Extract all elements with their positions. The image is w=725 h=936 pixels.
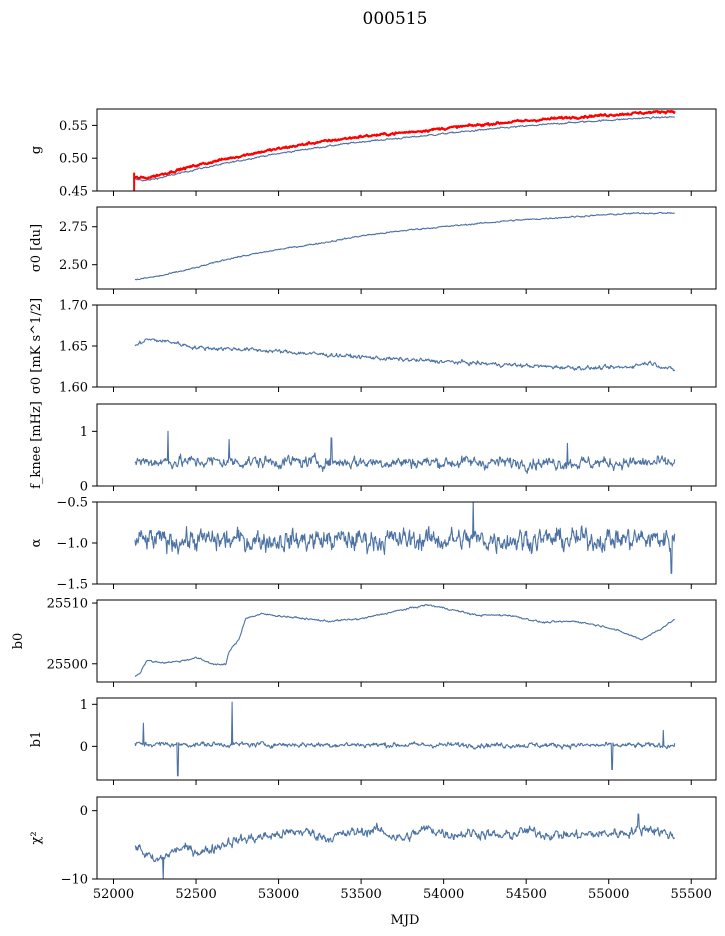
x-tick-label-2: 53000 [258,887,299,902]
y-axis-label-chi2: χ² [29,831,44,844]
y-tick-label-chi2-1: 0 [80,804,88,819]
series-group-sigma0_mk [134,338,676,372]
y-tick-label-sigma0_du-1: 2.75 [59,220,88,235]
y-tick-label-sigma0_mk-1: 1.65 [59,340,88,355]
series-group-sigma0_du [134,211,676,281]
panel-b0: 25500 25510 b0 [11,597,717,687]
y-axis-label-fknee: f_knee [mHz] [29,401,44,489]
y-tick-label-g-1: 0.50 [59,152,88,167]
figure-title: 000515 [363,9,428,29]
y-tick-label-b1-0: 0 [80,740,88,755]
panel-sigma0_mk: 1.60 1.65 1.70 σ0 [mK s^1/2] [29,298,717,396]
x-axis-label: MJD [391,913,420,928]
panel-chi2: −10 0 52000 52500 53000 53500 54000 54500 55000 5… [29,796,717,902]
y-axis-label-sigma0_du: σ0 [du] [29,224,44,272]
y-tick-label-b0-1: 25510 [47,597,88,612]
y-tick-label-sigma0_du-0: 2.50 [59,258,88,273]
series-line-b1-0 [134,701,676,777]
axes-frame-b1 [96,697,717,781]
panel-fknee: 0 1 f_knee [mHz] [29,401,717,495]
axes-frame-sigma0_du [96,206,717,290]
y-tick-label-sigma0_mk-0: 1.60 [59,381,88,396]
series-line-sigma0_mk-0 [134,338,676,372]
series-line-b0-0 [135,603,675,677]
x-tick-label-5: 54500 [505,887,546,902]
y-tick-label-alpha-2: −0.5 [56,496,88,511]
y-axis-label-b0: b0 [11,633,26,650]
axes-frame-sigma0_mk [96,304,717,388]
axes-frame-fknee [96,403,717,487]
y-tick-label-b0-0: 25500 [47,657,88,672]
series-line-alpha-0 [134,502,676,574]
y-axis-label-alpha: α [29,538,44,547]
axes-frame-g [96,108,717,192]
x-tick-label-3: 53500 [340,887,381,902]
series-group-fknee [134,430,676,474]
panel-g: 0.45 0.50 0.55 g [29,108,717,200]
y-tick-label-g-0: 0.45 [59,185,88,200]
x-tick-label-6: 55000 [588,887,629,902]
series-line-sigma0_du-0 [134,211,676,281]
y-tick-label-alpha-0: −1.5 [56,578,88,593]
axes-frame-b0 [96,599,717,683]
y-axis-label-b1: b1 [29,731,44,748]
y-tick-label-g-2: 0.55 [59,119,88,134]
y-tick-label-sigma0_mk-2: 1.70 [59,299,88,314]
series-line-g-0 [133,115,675,182]
y-tick-label-fknee-1: 1 [80,425,88,440]
series-line-fknee-0 [134,430,676,474]
series-group-g [132,109,676,191]
x-tick-label-4: 54000 [423,887,464,902]
series-group-b1 [134,701,676,777]
series-line-g-1 [132,109,676,180]
panel-alpha: −1.5 −1.0 −0.5 α [29,496,717,593]
series-group-chi2 [134,813,676,879]
series-group-alpha [134,502,676,574]
y-tick-label-fknee-0: 0 [80,480,88,495]
y-tick-label-chi2-0: −10 [61,873,88,888]
panel-b1: 0 1 b1 [29,697,717,785]
series-line-chi2-0 [134,813,676,879]
axes-frame-chi2 [96,796,717,880]
x-tick-label-7: 55500 [671,887,712,902]
y-tick-label-b1-1: 1 [80,698,88,713]
panels: 0.45 0.50 0.55 g 2.50 2.75 σ0 [du] 1.60 1.65 1.70… [11,108,717,902]
y-tick-label-alpha-1: −1.0 [56,537,88,552]
series-group-b0 [135,603,675,677]
y-axis-label-sigma0_mk: σ0 [mK s^1/2] [29,298,44,394]
panel-sigma0_du: 2.50 2.75 σ0 [du] [29,206,717,294]
x-tick-label-0: 52000 [93,887,134,902]
x-tick-label-1: 52500 [175,887,216,902]
y-axis-label-g: g [29,146,44,154]
